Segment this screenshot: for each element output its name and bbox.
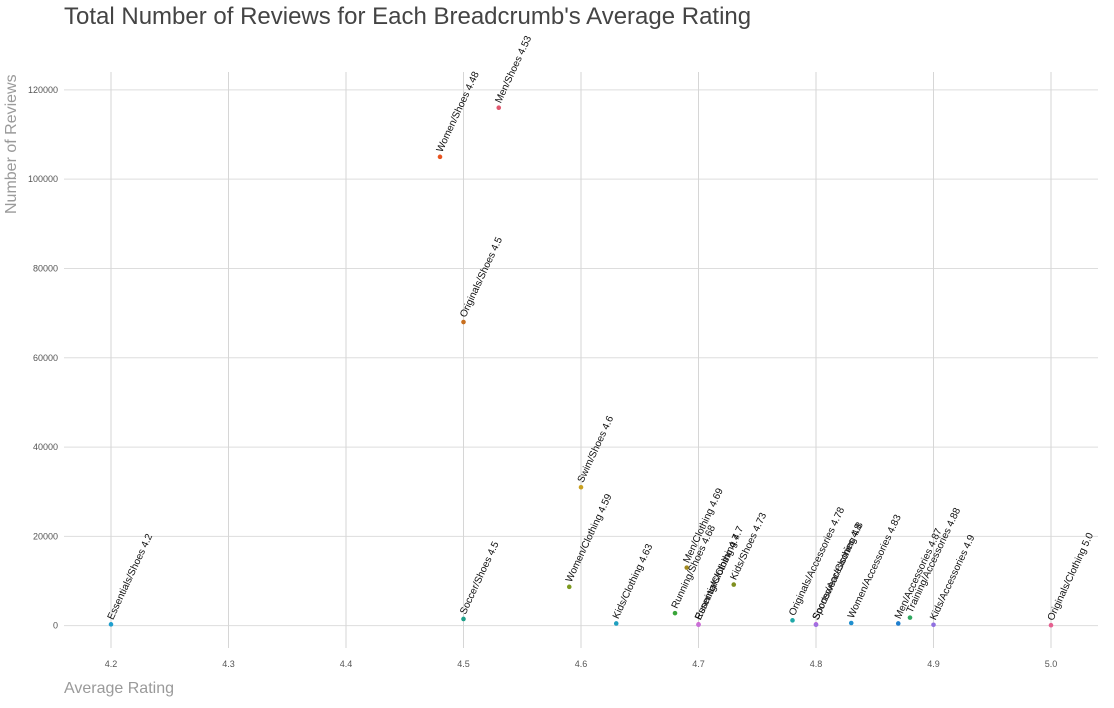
y-tick-label: 60000: [33, 353, 58, 363]
scatter-point: [566, 584, 572, 590]
x-tick-label: 5.0: [1045, 659, 1058, 669]
point-label: Men/Shoes 4.53: [493, 34, 534, 105]
scatter-point: [613, 621, 619, 626]
x-tick-label: 4.7: [692, 659, 705, 669]
point-labels: Essentials/Shoes 4.2 Women/Shoes 4.48 Men/…: [106, 34, 1097, 623]
scatter-point: [578, 484, 584, 490]
scatter-point: [848, 620, 854, 626]
point-label: Originals/Clothing 5.0: [1046, 531, 1097, 623]
scatter-point: [461, 319, 466, 325]
scatter-point: [907, 615, 913, 620]
grid-lines: [64, 72, 1098, 648]
scatter-point: [672, 610, 678, 616]
scatter-point: [1048, 622, 1054, 628]
y-axis-title: Number of Reviews: [3, 74, 20, 214]
x-tick-label: 4.9: [927, 659, 940, 669]
y-tick-label: 40000: [33, 442, 58, 452]
point-label: Originals/Shoes 4.5: [458, 235, 505, 319]
scatter-point: [895, 621, 901, 626]
scatter-point: [813, 622, 819, 628]
scatter-point: [731, 582, 737, 587]
x-tick-label: 4.2: [105, 659, 118, 669]
y-tick-label: 80000: [33, 263, 58, 273]
point-label: Women/Shoes 4.48: [435, 70, 482, 154]
scatter-point: [696, 622, 701, 628]
x-tick-label: 4.8: [810, 659, 823, 669]
y-tick-label: 100000: [28, 174, 58, 184]
y-tick-label: 120000: [28, 85, 58, 95]
x-tick-label: 4.5: [457, 659, 470, 669]
x-tick-label: 4.4: [340, 659, 353, 669]
point-label: Soccer/Shoes 4.5: [458, 540, 502, 617]
scatter-point: [108, 622, 114, 627]
scatter-point: [437, 154, 443, 160]
scatter-point: [790, 618, 795, 623]
chart-title: Total Number of Reviews for Each Breadcr…: [64, 3, 751, 30]
y-tick-label: 20000: [33, 531, 58, 541]
scatter-point: [931, 622, 936, 628]
data-points: [108, 105, 1054, 628]
x-axis-title: Average Rating: [64, 680, 174, 697]
x-tick-label: 4.6: [575, 659, 588, 669]
axis-ticks: 0 20000 40000 60000 80000 100000 120000 4.2 4.3 4…: [28, 85, 1057, 669]
point-label: Kids/Clothing 4.63: [611, 542, 655, 621]
point-label: Women/Clothing 4.59: [564, 492, 615, 584]
x-tick-label: 4.3: [222, 659, 235, 669]
scatter-point: [461, 616, 466, 622]
point-label: Swim/Shoes 4.6: [576, 414, 617, 485]
scatter-point: [684, 565, 690, 570]
scatter-point: [496, 105, 502, 111]
y-tick-label: 0: [53, 621, 58, 631]
point-label: Essentials/Shoes 4.2: [106, 532, 156, 622]
